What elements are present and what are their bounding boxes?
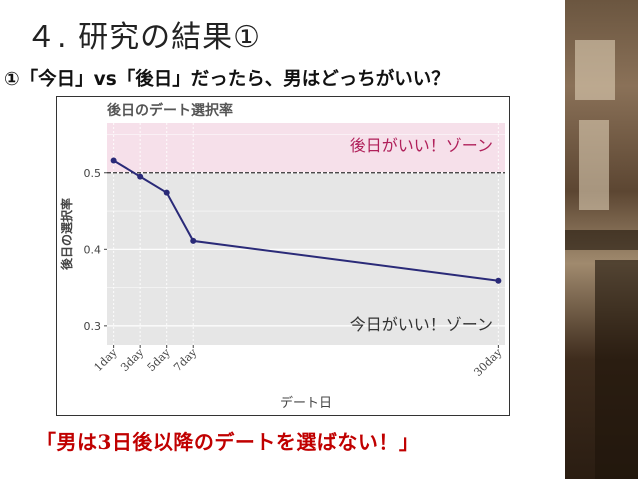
slide-title: ４. 研究の結果① [26,20,261,55]
data-point [495,277,502,284]
y-axis-label: 後日の選択率 [59,198,74,270]
data-point [137,173,144,180]
y-tick-label: 0.5 [84,167,102,180]
side-photo [565,0,638,479]
lower-zone-label: 今日がいい！ゾーン [350,315,493,334]
data-point [163,189,170,196]
y-tick-label: 0.3 [84,320,102,333]
data-point [190,237,197,244]
y-tick-label: 0.4 [84,243,102,256]
upper-zone-label: 後日がいい！ゾーン [350,136,493,155]
x-tick-label: 30day [471,345,505,379]
chart-frame: 0.3 0.4 0.5 1day 3day 5day 7day 30day 後日のデート選択率… [56,96,510,416]
upper-zone [107,123,505,173]
lower-zone [107,172,505,345]
data-point [110,157,117,164]
x-tick-label: 7day [171,345,200,374]
slide-subtitle: ①「今日」vs「後日」だったら、男はどっちがいい？ [4,69,450,90]
chart-title: 後日のデート選択率 [107,102,233,119]
x-tick-label: 5day [145,345,174,374]
x-tick-label: 1day [92,345,121,374]
conclusion-text: 「男は3日後以降のデートを選ばない！」 [36,430,420,454]
x-axis-label: デート日 [280,395,332,411]
x-tick-label: 3day [118,345,147,374]
